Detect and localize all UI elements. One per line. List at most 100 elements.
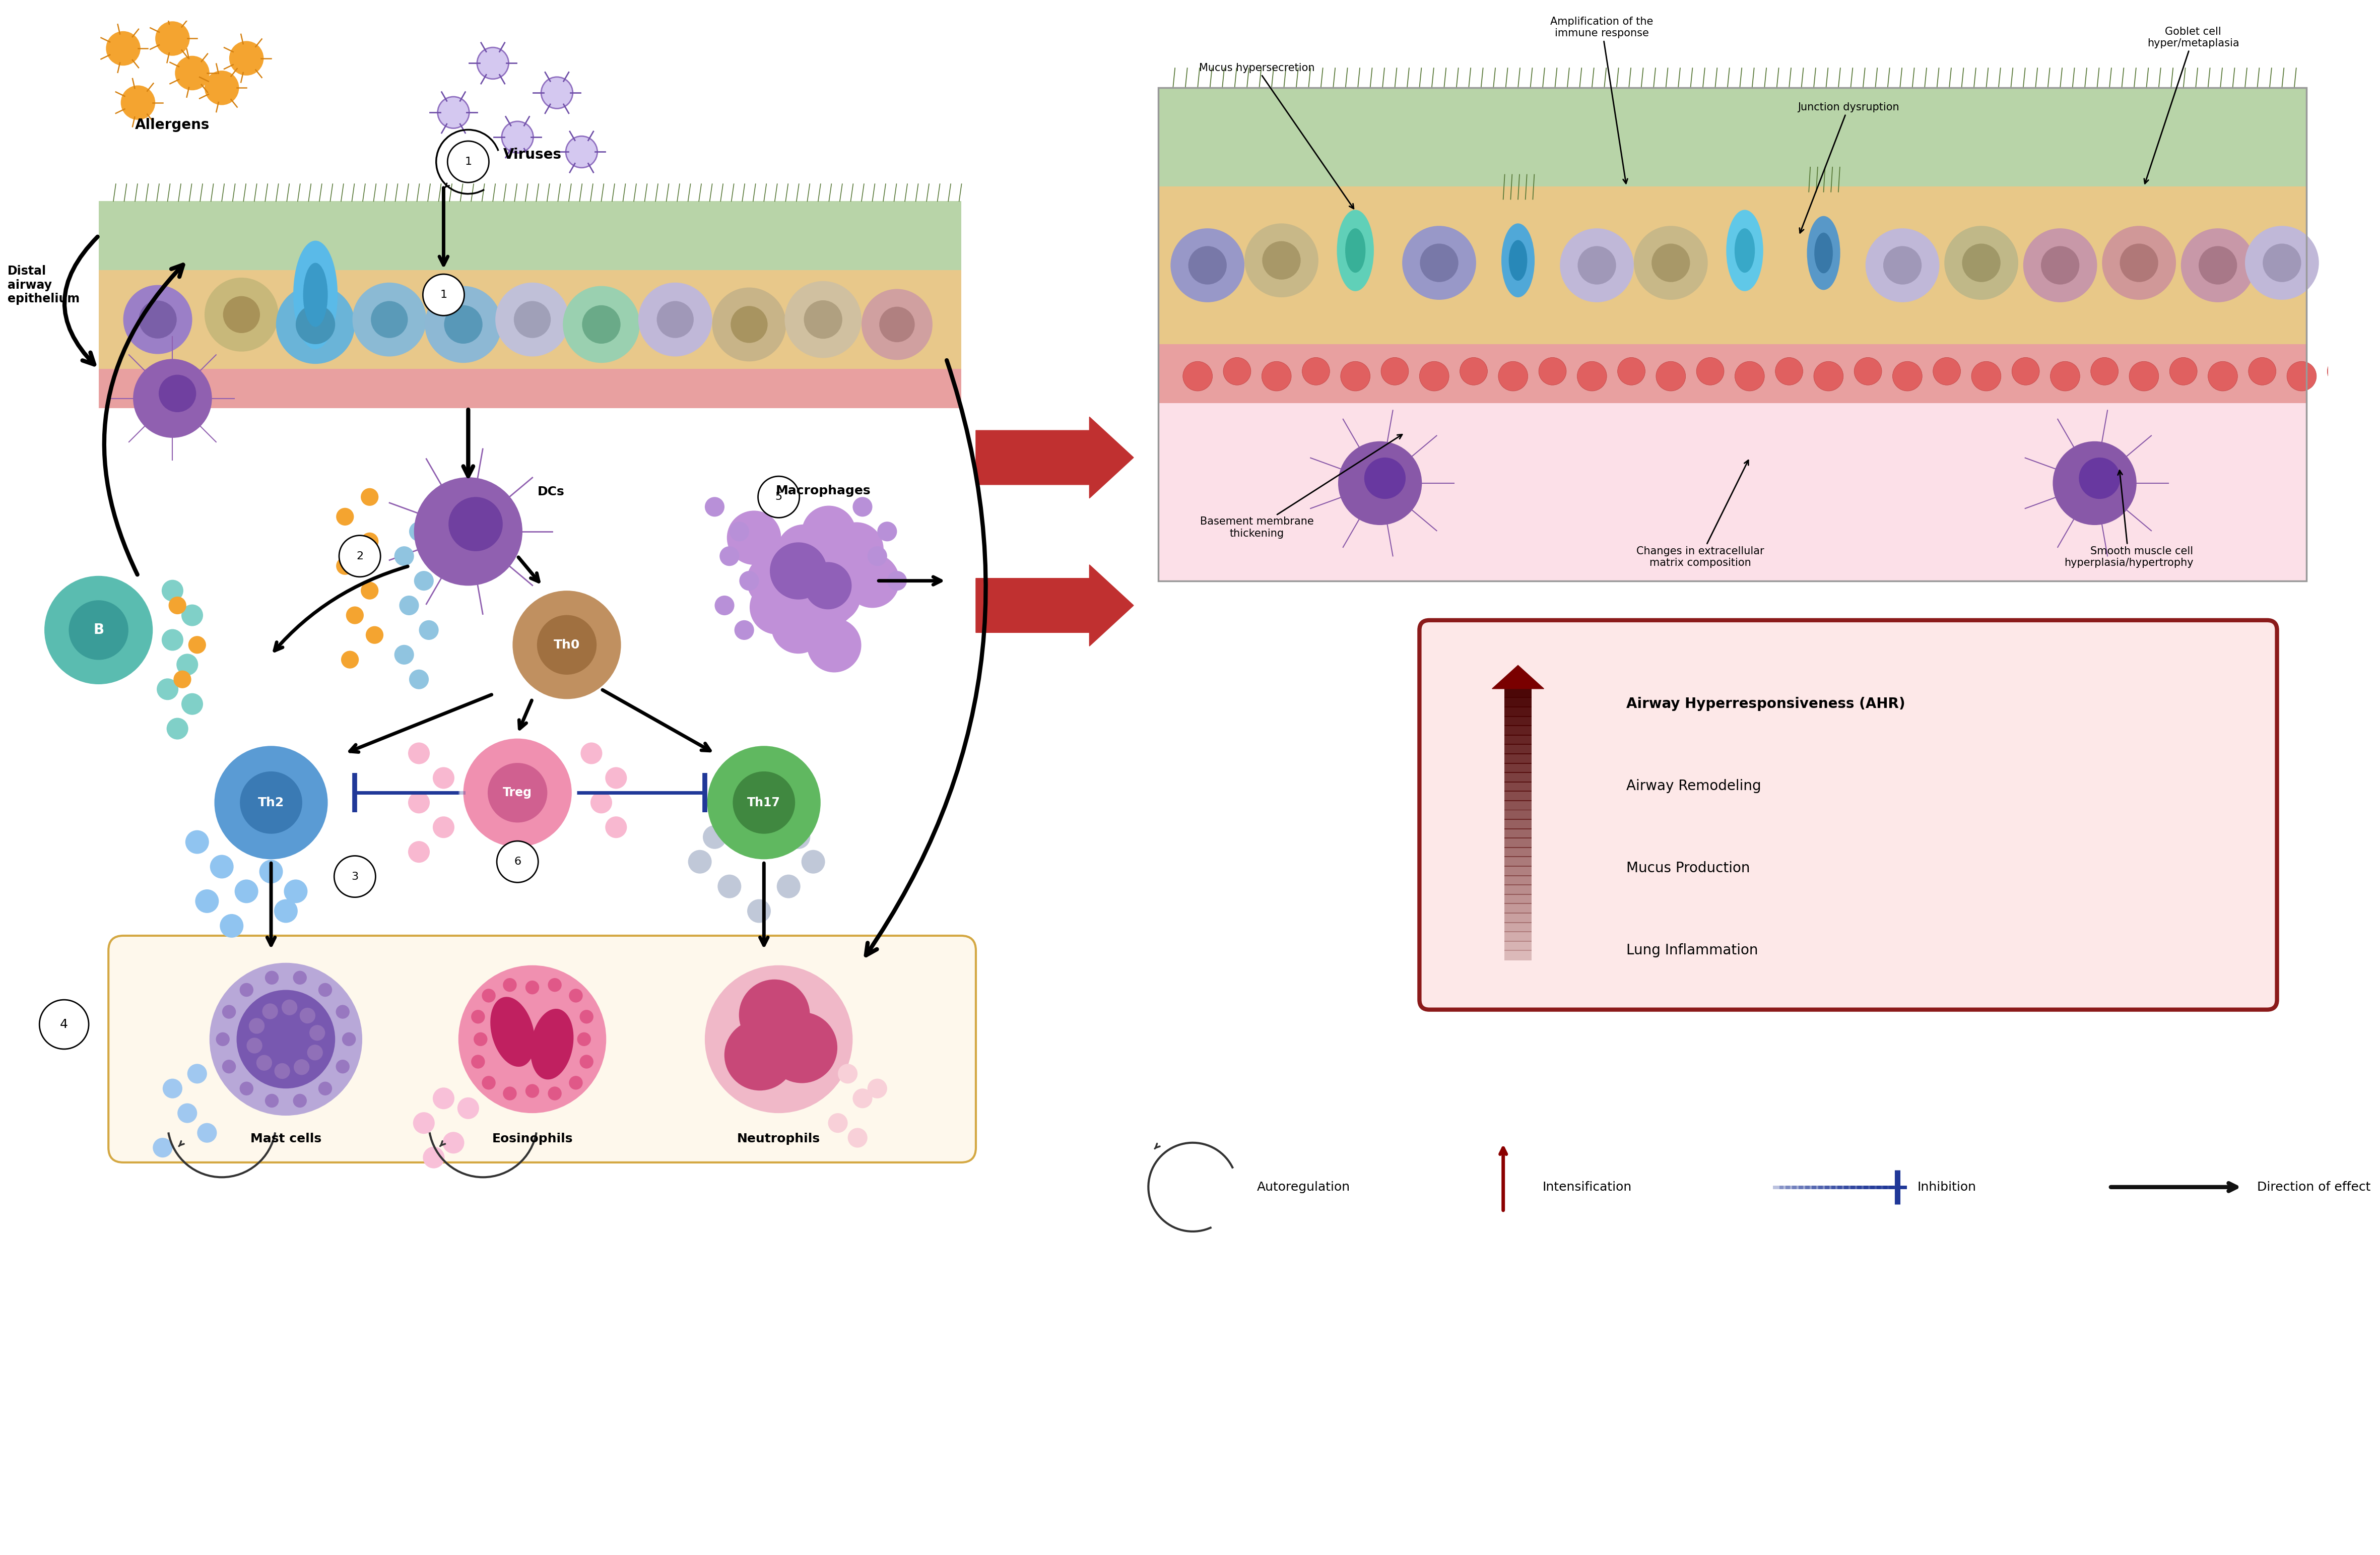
Bar	[1504, 782, 1533, 791]
Circle shape	[2011, 358, 2040, 386]
Circle shape	[219, 914, 243, 938]
Circle shape	[728, 521, 750, 541]
Circle shape	[828, 522, 883, 577]
Circle shape	[124, 285, 193, 355]
Circle shape	[257, 1054, 271, 1071]
Text: Junction dysruption: Junction dysruption	[1797, 103, 1899, 233]
Circle shape	[1340, 361, 1371, 390]
Text: 1: 1	[440, 289, 447, 300]
Bar	[1159, 403, 2306, 580]
Circle shape	[1697, 358, 1723, 386]
Circle shape	[352, 283, 426, 356]
Circle shape	[562, 286, 640, 362]
Circle shape	[583, 305, 621, 344]
Bar	[1504, 857, 1533, 866]
Circle shape	[433, 767, 455, 788]
Circle shape	[157, 678, 178, 700]
Circle shape	[445, 305, 483, 344]
Circle shape	[590, 791, 612, 813]
Text: Airway Hyperresponsiveness (AHR): Airway Hyperresponsiveness (AHR)	[1626, 697, 1906, 711]
Bar	[1504, 875, 1533, 885]
Circle shape	[2102, 225, 2175, 300]
Circle shape	[502, 121, 533, 152]
Circle shape	[457, 1098, 478, 1120]
Circle shape	[159, 375, 195, 412]
Circle shape	[852, 1088, 873, 1109]
Circle shape	[712, 288, 785, 361]
Circle shape	[2244, 225, 2318, 300]
Circle shape	[424, 1146, 445, 1168]
Circle shape	[581, 1009, 593, 1023]
Bar	[1159, 344, 2306, 403]
Bar	[1504, 894, 1533, 903]
Circle shape	[236, 991, 336, 1088]
Circle shape	[714, 596, 735, 616]
Circle shape	[262, 1003, 278, 1019]
Circle shape	[400, 596, 419, 616]
Circle shape	[481, 1076, 495, 1090]
Bar	[1504, 706, 1533, 717]
Bar	[98, 369, 962, 409]
Ellipse shape	[1725, 210, 1764, 291]
Bar	[1504, 847, 1533, 857]
Circle shape	[1775, 358, 1804, 386]
Circle shape	[264, 1093, 278, 1107]
Circle shape	[702, 826, 726, 849]
Circle shape	[362, 582, 378, 600]
Text: Allergens: Allergens	[136, 118, 209, 132]
Circle shape	[1223, 358, 1252, 386]
Circle shape	[188, 1064, 207, 1084]
Circle shape	[1418, 361, 1449, 390]
Circle shape	[547, 978, 562, 992]
Circle shape	[162, 580, 183, 602]
Bar	[1504, 941, 1533, 952]
Circle shape	[1171, 229, 1245, 302]
Text: Viruses: Viruses	[502, 148, 562, 162]
Circle shape	[426, 286, 502, 362]
Text: 2: 2	[357, 550, 364, 561]
Circle shape	[724, 1020, 795, 1090]
Circle shape	[1261, 241, 1299, 280]
Text: Inhibition: Inhibition	[1918, 1182, 1975, 1193]
Circle shape	[828, 1113, 847, 1134]
Circle shape	[155, 22, 190, 56]
Circle shape	[186, 830, 209, 854]
Circle shape	[407, 791, 431, 813]
Text: Th2: Th2	[257, 796, 283, 809]
Text: 4: 4	[60, 1019, 69, 1031]
Circle shape	[459, 966, 607, 1113]
FancyBboxPatch shape	[1418, 620, 2278, 1009]
Circle shape	[719, 546, 740, 566]
Circle shape	[733, 771, 795, 833]
Circle shape	[283, 880, 307, 903]
Circle shape	[188, 636, 207, 653]
FancyBboxPatch shape	[109, 936, 976, 1163]
Ellipse shape	[1345, 229, 1366, 272]
Circle shape	[481, 989, 495, 1003]
Circle shape	[2023, 229, 2097, 302]
Circle shape	[198, 1123, 217, 1143]
Circle shape	[414, 1112, 436, 1134]
Circle shape	[726, 510, 781, 564]
Circle shape	[569, 989, 583, 1003]
Bar	[98, 201, 962, 271]
Circle shape	[540, 78, 574, 109]
Circle shape	[502, 1087, 516, 1101]
Circle shape	[107, 31, 140, 65]
Circle shape	[707, 746, 821, 860]
Circle shape	[133, 359, 212, 439]
Circle shape	[345, 606, 364, 624]
Circle shape	[1618, 358, 1645, 386]
Circle shape	[240, 983, 252, 997]
Ellipse shape	[1502, 224, 1535, 297]
Circle shape	[747, 554, 802, 608]
Text: Amplification of the
immune response: Amplification of the immune response	[1549, 17, 1654, 183]
Circle shape	[2171, 358, 2197, 386]
Text: Smooth muscle cell
hyperplasia/hypertrophy: Smooth muscle cell hyperplasia/hypertrop…	[2063, 470, 2194, 568]
Bar	[1504, 885, 1533, 894]
Circle shape	[2209, 361, 2237, 390]
Circle shape	[1578, 246, 1616, 285]
Circle shape	[1364, 457, 1407, 499]
Circle shape	[569, 1076, 583, 1090]
Circle shape	[788, 826, 809, 849]
